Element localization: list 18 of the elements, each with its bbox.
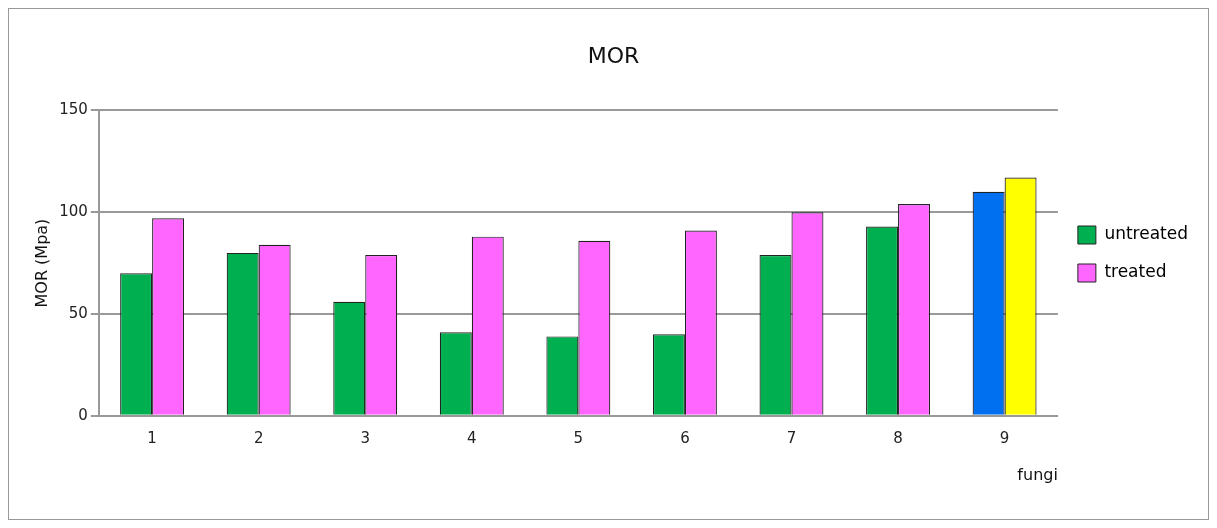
x-tick-label: 3: [360, 428, 371, 447]
y-tick-label: 0: [78, 405, 88, 424]
y-axis-title: MOR (Mpa): [31, 218, 51, 308]
x-tick-label: 6: [680, 428, 690, 447]
x-tick-label: 9: [999, 428, 1010, 447]
chart-title: MOR: [587, 42, 640, 68]
x-tick-label: 8: [893, 428, 903, 447]
legend-label: treated: [1104, 261, 1167, 282]
legend-label: untreated: [1104, 223, 1188, 244]
x-tick-label: 7: [786, 428, 797, 447]
x-axis-title: fungi: [1017, 464, 1058, 484]
x-tick-label: 4: [467, 428, 477, 447]
y-tick-label: 150: [59, 100, 88, 119]
y-tick-label: 100: [59, 202, 88, 221]
x-tick-label: 5: [573, 428, 584, 447]
x-tick-label: 2: [253, 428, 264, 447]
x-tick-label: 1: [147, 428, 157, 447]
y-tick-label: 50: [68, 303, 88, 322]
